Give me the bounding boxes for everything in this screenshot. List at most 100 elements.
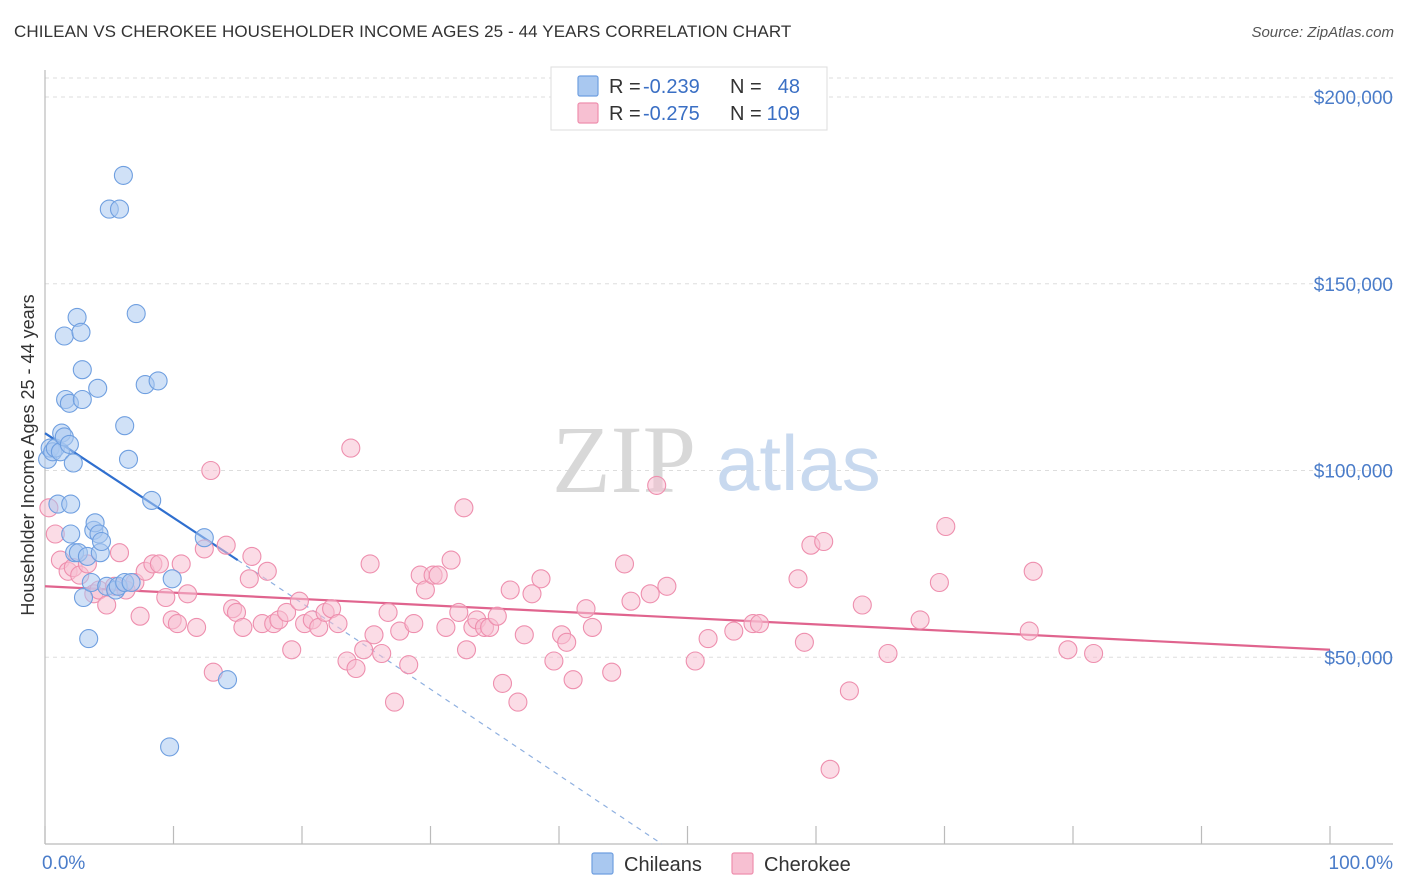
point-cherokee-31 (239, 569, 259, 589)
point-cherokee-102 (878, 643, 898, 664)
legend-n-label-cherokee: N = (730, 103, 762, 125)
point-cherokee-37 (277, 602, 297, 622)
point-cherokee-90 (685, 651, 705, 671)
point-cherokee-32 (242, 546, 262, 566)
point-cherokee-104 (929, 572, 949, 593)
y-tick-label-1: $100,000 (1314, 462, 1393, 483)
point-chileans-14 (63, 453, 83, 473)
point-chileans-48 (217, 670, 238, 690)
watermark-zip: ZIP (552, 406, 696, 513)
point-chileans-43 (142, 490, 162, 510)
point-cherokee-80 (557, 632, 577, 652)
point-chileans-12 (61, 494, 81, 514)
point-chileans-20 (72, 389, 92, 410)
point-cherokee-88 (647, 475, 667, 495)
point-cherokee-20 (167, 614, 187, 634)
point-cherokee-92 (724, 621, 744, 641)
point-cherokee-78 (544, 651, 564, 671)
point-chileans-45 (160, 737, 180, 757)
point-cherokee-53 (378, 602, 398, 622)
point-cherokee-71 (487, 606, 507, 626)
point-chileans-39 (118, 449, 139, 469)
point-chileans-46 (162, 569, 182, 589)
point-cherokee-99 (820, 759, 840, 779)
point-chileans-27 (88, 378, 108, 398)
point-cherokee-81 (563, 670, 583, 690)
point-cherokee-56 (399, 655, 419, 675)
y-tick-labels: $50,000 $100,000 $150,000 $200,000 (1314, 88, 1393, 669)
point-cherokee-27 (216, 535, 236, 555)
correlation-legend: R = -0.239 N = 48 R = -0.275 N = 109 (550, 66, 828, 131)
point-cherokee-87 (640, 584, 660, 604)
point-cherokee-82 (576, 599, 596, 619)
point-cherokee-38 (282, 640, 302, 660)
point-cherokee-63 (441, 550, 461, 570)
point-cherokee-95 (788, 569, 808, 589)
point-chileans-18 (71, 322, 91, 342)
point-cherokee-14 (130, 606, 150, 626)
point-cherokee-75 (514, 625, 534, 645)
point-chileans-41 (126, 304, 146, 324)
point-chileans-36 (113, 165, 133, 185)
point-cherokee-50 (360, 554, 380, 574)
point-cherokee-72 (492, 673, 513, 693)
point-cherokee-108 (1058, 640, 1078, 660)
point-cherokee-76 (522, 584, 542, 604)
bottom-legend-swatch-chileans (591, 852, 614, 875)
legend-n-label-chileans: N = (730, 76, 762, 98)
point-cherokee-61 (428, 565, 448, 585)
point-chileans-35 (109, 199, 130, 219)
point-chileans-11 (59, 434, 79, 454)
point-cherokee-59 (415, 580, 435, 600)
legend-swatch-cherokee (577, 102, 599, 124)
point-cherokee-84 (602, 662, 622, 682)
legend-r-label-cherokee: R = (609, 103, 641, 125)
point-cherokee-57 (404, 614, 424, 634)
point-cherokee-21 (171, 554, 191, 574)
point-cherokee-106 (1019, 621, 1039, 641)
point-chileans-8 (54, 326, 74, 346)
legend-r-value-cherokee: -0.275 (643, 103, 700, 125)
point-cherokee-39 (289, 591, 309, 611)
point-cherokee-91 (698, 629, 718, 649)
point-cherokee-109 (1084, 643, 1104, 664)
point-cherokee-73 (500, 580, 520, 600)
point-chileans-37 (115, 416, 135, 436)
point-cherokee-45 (328, 614, 348, 634)
point-cherokee-51 (364, 625, 384, 645)
point-cherokee-98 (814, 531, 834, 552)
point-cherokee-89 (657, 576, 677, 596)
x-tick-label-max: 100.0% (1329, 853, 1394, 874)
legend-r-label-chileans: R = (609, 76, 641, 98)
series-legend: Chileans Cherokee (591, 852, 851, 876)
point-cherokee-30 (233, 617, 253, 637)
point-cherokee-25 (201, 460, 221, 481)
y-tick-label-3: $200,000 (1314, 88, 1393, 109)
source-label: Source: ZipAtlas.com (1251, 24, 1394, 41)
point-cherokee-74 (508, 692, 528, 712)
point-cherokee-107 (1023, 561, 1043, 581)
point-chileans-21 (73, 587, 94, 608)
trend-line-cherokee (44, 585, 1331, 651)
point-cherokee-96 (794, 632, 814, 652)
point-cherokee-52 (372, 643, 392, 664)
data-points (38, 165, 1104, 779)
point-cherokee-100 (839, 681, 859, 701)
bottom-legend-cherokee: Cherokee (764, 854, 851, 876)
point-cherokee-64 (449, 602, 469, 622)
chart-title: CHILEAN VS CHEROKEE HOUSEHOLDER INCOME A… (14, 22, 792, 41)
point-cherokee-65 (454, 498, 474, 518)
point-chileans-13 (61, 524, 81, 544)
bottom-legend-swatch-cherokee (731, 852, 754, 875)
point-chileans-44 (148, 371, 168, 391)
point-cherokee-11 (109, 543, 130, 563)
point-cherokee-105 (936, 516, 956, 537)
point-chileans-23 (79, 629, 99, 649)
y-tick-label-2: $150,000 (1314, 275, 1393, 296)
point-cherokee-48 (346, 658, 366, 679)
point-cherokee-83 (582, 617, 602, 637)
point-cherokee-101 (852, 595, 872, 615)
point-cherokee-34 (257, 561, 277, 581)
y-tick-label-0: $50,000 (1324, 648, 1393, 669)
